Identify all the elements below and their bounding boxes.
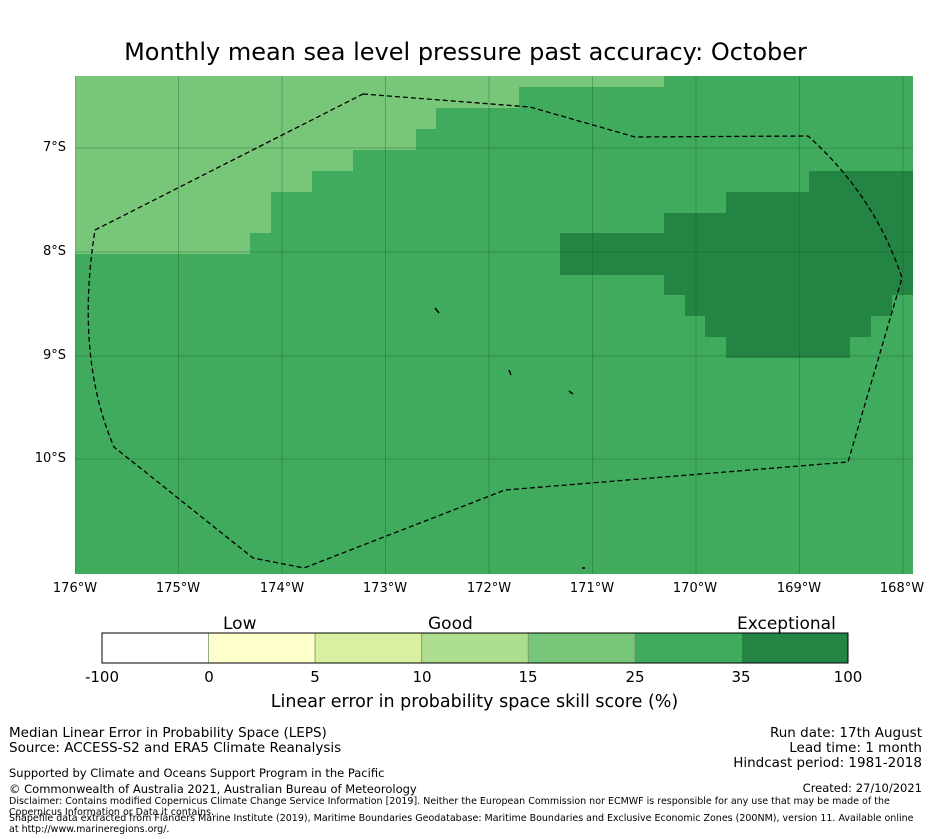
x-tick-label: 172°W xyxy=(466,581,512,596)
colorbar-segment xyxy=(208,632,316,664)
lead-time: Lead time: 1 month xyxy=(789,740,922,756)
hindcast-period: Hindcast period: 1981-2018 xyxy=(733,755,922,771)
skill-map xyxy=(75,76,913,574)
x-tick-label: 176°W xyxy=(52,581,98,596)
run-date: Run date: 17th August xyxy=(769,725,922,741)
colorbar-tick: 35 xyxy=(731,668,751,686)
colorbar-tick: 5 xyxy=(310,668,320,686)
colorbar-group-low: Low xyxy=(223,614,257,634)
colorbar-segment xyxy=(741,632,849,664)
colorbar-tick: 25 xyxy=(625,668,645,686)
x-tick-label: 171°W xyxy=(569,581,615,596)
created-date: Created: 27/10/2021 xyxy=(802,781,922,795)
y-tick-label: 7°S xyxy=(42,140,66,155)
colorbar-segment xyxy=(421,632,529,664)
colorbar-group-exceptional: Exceptional xyxy=(737,614,836,634)
x-tick-label: 175°W xyxy=(155,581,201,596)
island xyxy=(568,390,574,395)
island xyxy=(434,307,440,314)
footer-source: Source: ACCESS-S2 and ERA5 Climate Reana… xyxy=(9,740,342,756)
footer-shapefile: Shapefile data extracted from Flanders M… xyxy=(9,813,914,835)
moderate-skill-region xyxy=(75,76,664,254)
footer-support: Supported by Climate and Oceans Support … xyxy=(9,766,385,780)
y-tick-label: 8°S xyxy=(42,244,66,259)
graticule xyxy=(75,76,913,574)
colorbar-tick: 10 xyxy=(412,668,432,686)
island xyxy=(508,369,512,376)
footer-disclaimer: Disclaimer: Contains modified Copernicus… xyxy=(9,796,890,818)
colorbar-segment xyxy=(634,632,742,664)
colorbar-label: Linear error in probability space skill … xyxy=(270,692,679,712)
colorbar-segment xyxy=(527,632,636,664)
map-title: Monthly mean sea level pressure past acc… xyxy=(124,38,807,66)
y-tick-label: 9°S xyxy=(42,348,66,363)
x-tick-label: 168°W xyxy=(879,581,925,596)
colorbar xyxy=(101,632,849,664)
colorbar-tick: 100 xyxy=(833,668,863,686)
colorbar-segment xyxy=(314,632,423,664)
y-tick-label: 10°S xyxy=(34,451,66,466)
colorbar-group-good: Good xyxy=(428,614,473,634)
x-tick-label: 169°W xyxy=(776,581,822,596)
colorbar-segment xyxy=(102,633,209,663)
x-tick-label: 173°W xyxy=(362,581,408,596)
exceptional-skill-region xyxy=(560,171,913,358)
x-tick-label: 170°W xyxy=(672,581,718,596)
colorbar-tick: 0 xyxy=(204,668,214,686)
footer-copyright: © Commonwealth of Australia 2021, Austra… xyxy=(9,782,417,796)
x-tick-label: 174°W xyxy=(259,581,305,596)
colorbar-tick: -100 xyxy=(84,668,120,686)
colorbar-tick: 15 xyxy=(518,668,538,686)
footer-method: Median Linear Error in Probability Space… xyxy=(9,725,327,741)
